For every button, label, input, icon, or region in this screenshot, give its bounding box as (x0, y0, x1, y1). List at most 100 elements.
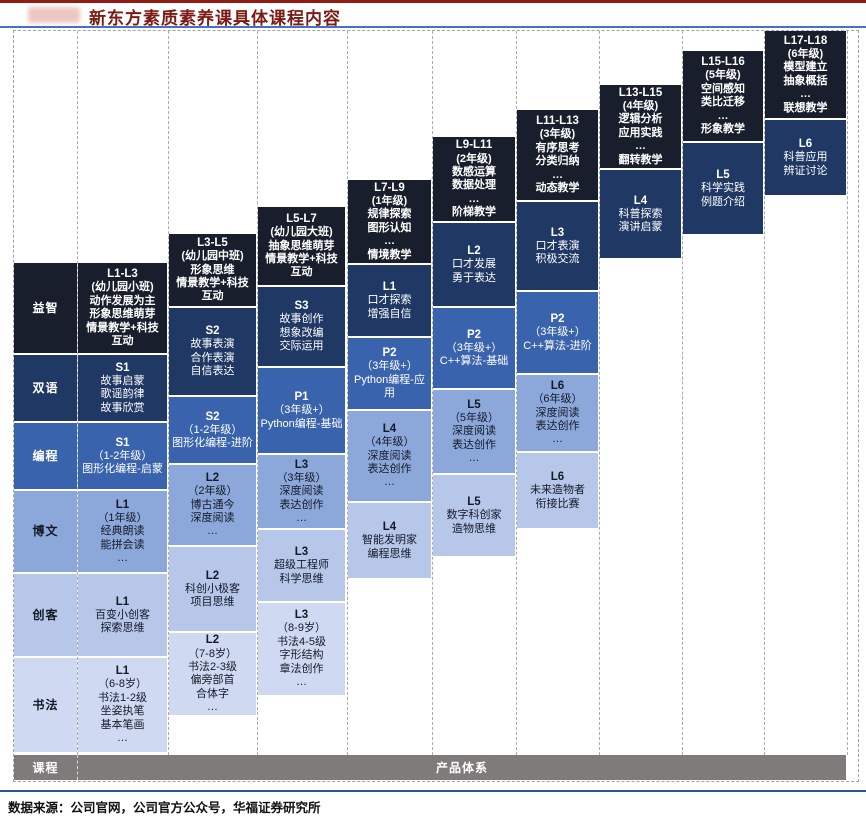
course-level-label: P2 (466, 328, 482, 341)
course-description: （3年级+） Python编程-基础 (260, 404, 343, 430)
course-box: L3 （8-9岁） 书法4-5级 字形结构 章法创作 … (258, 603, 345, 695)
course-level-label: L2 (205, 634, 220, 647)
dashed-frame (13, 30, 859, 782)
course-description: 科学实践 例题介绍 (701, 182, 745, 208)
category-label: 益智 (32, 300, 59, 315)
course-box: L4 智能发明家 编程思维 (348, 503, 431, 578)
course-description: 未来造物者 衔接比赛 (530, 484, 585, 510)
course-box: S1 故事启蒙 歌谣韵律 故事欣赏 (78, 355, 167, 421)
column-grade-4: L13-L15 (4年级) 逻辑分析 应用实践 … 翻转教学 L4 科普探索 演讲启蒙 (600, 85, 681, 260)
course-level-label: L3 (294, 546, 309, 559)
category-label: 编程 (32, 448, 59, 463)
column-kindergarten-middle: L3-L5 (幼儿园中班) 形象思维 情景教学+科技 互动 S2 故事表演 合作表演 … (169, 234, 256, 717)
course-level-label: L9-L11 (455, 139, 493, 152)
course-level-label: L6 (798, 138, 813, 151)
course-description: 故事启蒙 歌谣韵律 故事欣赏 (100, 374, 145, 414)
course-box: L5 科学实践 例题介绍 (683, 143, 763, 234)
category-column: 益智 双语 编程 博文 创客 书法 (14, 263, 77, 754)
course-level-label: L1-L3 (107, 268, 138, 281)
grid-dashed-line (599, 31, 600, 755)
course-level-label: L5 (467, 496, 481, 509)
course-box: L5 （5年级） 深度阅读 表达创作 … (433, 390, 515, 473)
course-box: L1 口才探索 增强自信 (348, 265, 431, 336)
course-description: （1-2年级） 图形化编程-进阶 (172, 423, 253, 449)
course-description: （2年级） 博古通今 深度阅读 … (187, 485, 238, 538)
course-description: （6-8岁） 书法1-2级 坐姿执笔 基本笔画 … (98, 678, 147, 745)
course-box: L6 （6年级） 深度阅读 表达创作 … (517, 375, 598, 451)
grid-dashed-line (682, 31, 683, 755)
grid-dashed-line (516, 31, 517, 755)
course-description: （3年级） 深度阅读 表达创作 … (276, 471, 327, 524)
data-source-note: 数据来源：公司官网，公司官方公众号，华福证券研究所 (8, 801, 321, 815)
course-box: L3 （3年级） 深度阅读 表达创作 … (258, 455, 345, 528)
course-level-label: L3 (550, 226, 565, 239)
course-description: （8-9岁） 书法4-5级 字形结构 章法创作 … (277, 622, 326, 689)
course-box: L5 数字科创家 造物思维 (433, 475, 515, 556)
course-level-label: L5 (467, 398, 481, 411)
course-description: 科创小极客 项目思维 (185, 582, 240, 608)
course-level-label: L4 (382, 521, 397, 534)
grid-dashed-line (257, 31, 258, 755)
course-description: （1年级） 经典朗读 能拼会读 … (97, 511, 148, 564)
course-level-label: L2 (205, 569, 220, 582)
grid-dashed-line (77, 31, 78, 755)
course-level-label: S2 (205, 410, 220, 423)
course-level-label: L1 (115, 665, 130, 678)
course-description: (4年级) 逻辑分析 应用实践 … 翻转教学 (618, 100, 663, 166)
column-kindergarten-junior: L1-L3 (幼儿园小班) 动作发展为主 形象思维萌芽 情景教学+科技 互动 S1 故… (78, 263, 167, 754)
column-grade-2: L9-L11 (2年级) 数感运算 数据处理 … 阶梯教学 L2 口才发展 勇于表达 P… (433, 137, 515, 558)
course-box: L1-L3 (幼儿园小班) 动作发展为主 形象思维萌芽 情景教学+科技 互动 (78, 263, 167, 353)
course-level-label: L5 (716, 169, 730, 182)
course-level-label: S3 (294, 300, 309, 313)
course-description: 数字科创家 造物思维 (446, 509, 502, 535)
course-level-label: L5-L7 (286, 213, 317, 226)
grid-dashed-line (168, 31, 169, 755)
course-description: 百变小创客 探索思维 (95, 608, 150, 634)
category-label: 双语 (32, 380, 59, 395)
course-level-label: L2 (467, 245, 481, 258)
course-description: 故事创作 想象改编 交际运用 (279, 313, 324, 353)
course-description: （4年级） 深度阅读 表达创作 … (364, 436, 415, 489)
course-level-label: L3-L5 (197, 237, 228, 250)
course-level-label: L7-L9 (374, 181, 405, 194)
course-description: （3年级+） C++算法-进阶 (523, 326, 592, 352)
course-box: S3 故事创作 想象改编 交际运用 (258, 287, 345, 366)
logo-watermark (28, 7, 80, 23)
course-level-label: P2 (550, 313, 565, 326)
column-grade-1: L7-L9 (1年级) 规律探索 图形认知 … 情境教学 L1 口才探索 增强自信 P2… (348, 180, 431, 580)
course-level-label: L17-L18 (783, 34, 828, 47)
page-title: 新东方素质素养课具体课程内容 (89, 9, 341, 28)
category-box: 双语 (14, 355, 77, 421)
top-accent-line (0, 0, 866, 3)
category-label: 创客 (32, 607, 59, 622)
course-description: (3年级) 有序思考 分类归纳 … 动态教学 (535, 128, 580, 195)
course-description: 科普探索 演讲启蒙 (618, 207, 663, 233)
column-grade-6: L17-L18 (6年级) 模型建立 抽象概括 … 联想教学 L6 科普应用 辨证讨论 (765, 31, 846, 197)
course-level-label: L2 (205, 472, 220, 485)
grid-dashed-line (847, 31, 848, 755)
grid-dashed-line (347, 31, 348, 755)
course-description: （3年级+） Python编程-应用 (354, 360, 425, 400)
course-level-label: P1 (294, 391, 309, 404)
course-box: L2 （7-8岁） 书法2-3级 偏旁部首 合体字 … (169, 633, 256, 715)
course-box: L4 （4年级） 深度阅读 表达创作 … (348, 411, 431, 501)
course-box: L5-L7 (幼儿园大班) 抽象思维萌芽 情景教学+科技 互动 (258, 207, 345, 285)
category-box: 编程 (14, 423, 77, 489)
bottom-bar: 课程 产品体系 (14, 755, 846, 780)
course-description: 科普应用 辨证讨论 (783, 151, 828, 177)
course-level-label: L13-L15 (618, 86, 663, 99)
course-box: L1 （1年级） 经典朗读 能拼会读 … (78, 491, 167, 572)
course-level-label: L3 (294, 609, 309, 622)
bottom-bar-product-system-label: 产品体系 (435, 761, 488, 775)
course-level-label: S1 (115, 361, 130, 374)
category-label: 博文 (32, 524, 59, 539)
course-level-label: L1 (115, 498, 130, 511)
grid-dashed-line (432, 31, 433, 755)
column-grade-5: L15-L16 (5年级) 空间感知 类比迁移 … 形象教学 L5 科学实践 例题介绍 (683, 51, 763, 236)
course-box: S2 故事表演 合作表演 自信表达 (169, 308, 256, 395)
course-description: （1-2年级） 图形化编程-启蒙 (82, 449, 163, 475)
category-box: 博文 (14, 491, 77, 572)
course-box: L3 口才表演 积极交流 (517, 202, 598, 290)
course-box: L1 百变小创客 探索思维 (78, 574, 167, 656)
course-box: L7-L9 (1年级) 规律探索 图形认知 … 情境教学 (348, 180, 431, 263)
